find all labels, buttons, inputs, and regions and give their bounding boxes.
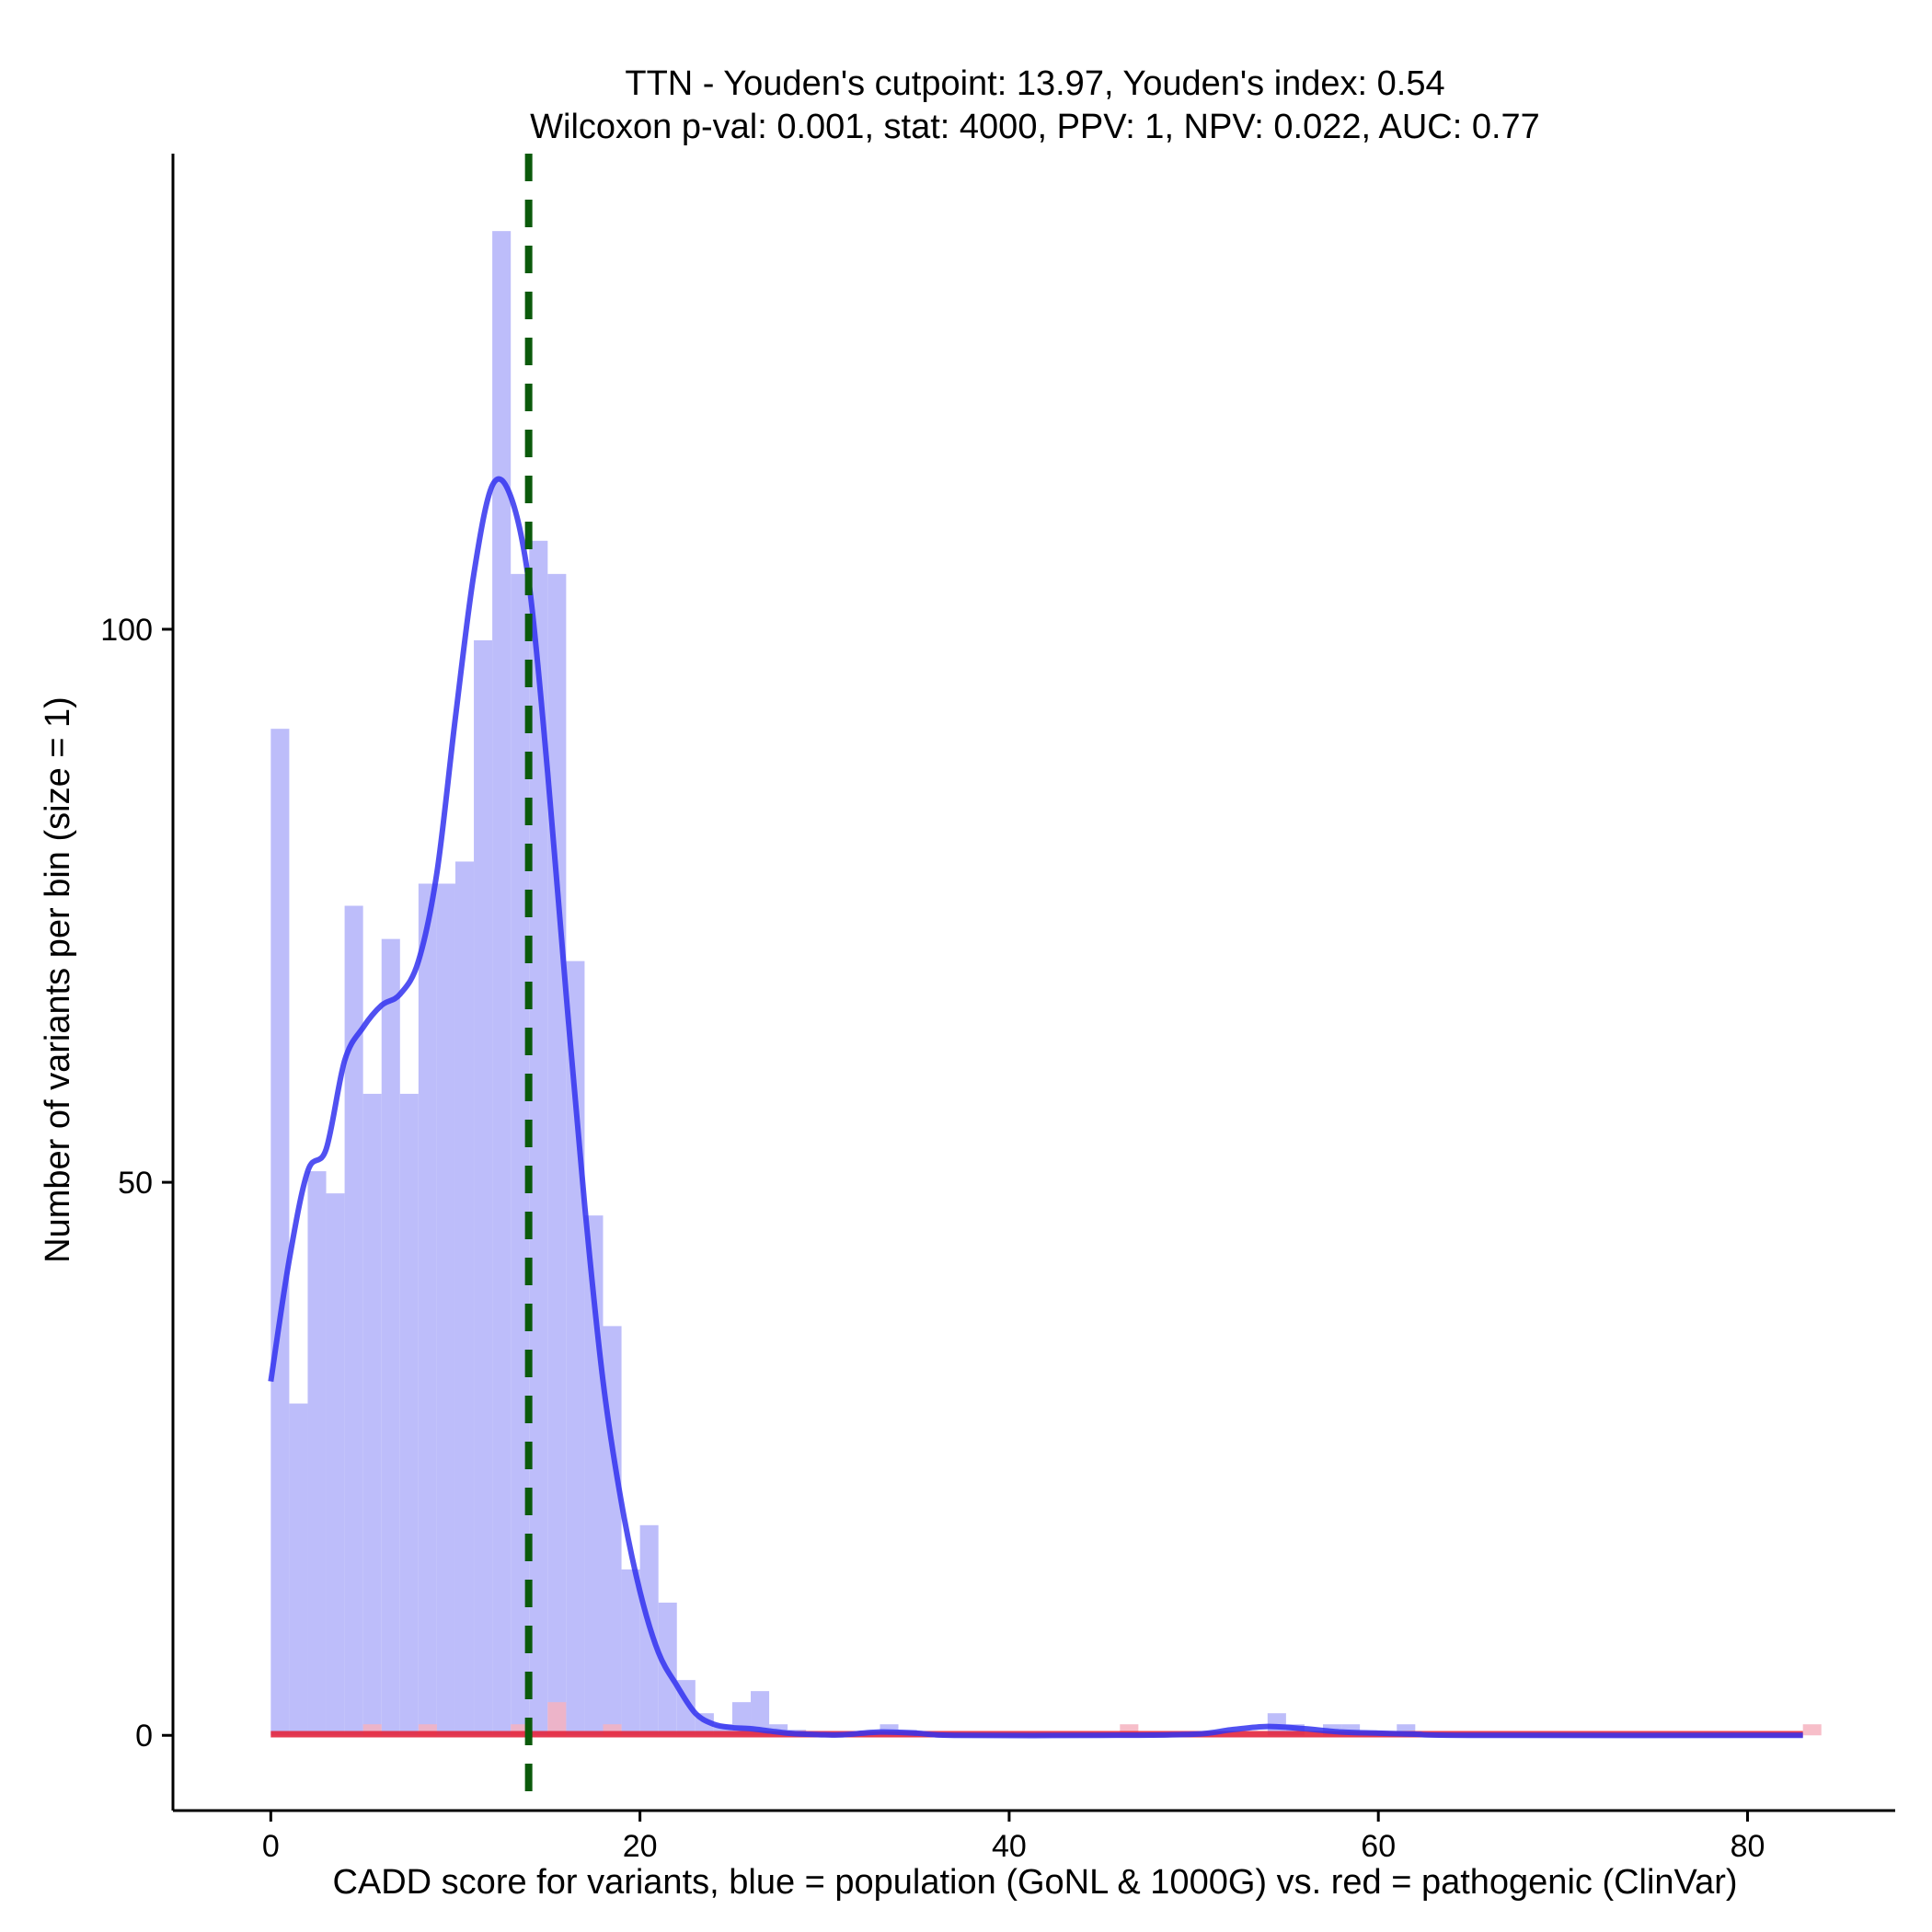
population-bar [436,883,455,1736]
population-bar [511,573,530,1736]
y-tick-label: 100 [100,613,153,648]
y-tick-label: 0 [135,1719,153,1754]
chart-title-line-2: Wilcoxon p-val: 0.001, stat: 4000, PPV: … [530,108,1540,146]
x-tick-label: 80 [1731,1829,1765,1864]
population-bar [529,540,548,1736]
population-bar [270,729,290,1736]
population-bar [547,573,567,1736]
population-bar [454,861,475,1736]
population-bar [344,905,363,1736]
population-bar [474,639,493,1736]
chart-title-line-1: TTN - Youden's cutpoint: 13.97, Youden's… [625,64,1444,103]
x-axis-ticks: 0 20 40 60 80 [262,1811,1765,1864]
x-tick-label: 20 [623,1829,658,1864]
population-bar [621,1569,640,1736]
population-bar [399,1093,419,1736]
x-tick-label: 40 [992,1829,1027,1864]
population-bar [307,1171,327,1736]
population-bar [326,1193,345,1736]
density-lines [268,154,1803,1811]
population-bar [381,938,400,1736]
pathogenic-bar [1802,1724,1822,1736]
population-bar [362,1093,382,1736]
population-bars [270,231,1416,1736]
x-tick-label: 0 [262,1829,280,1864]
population-bar [289,1403,308,1736]
pathogenic-bar [547,1702,567,1736]
y-axis-ticks: 0 50 100 [100,613,173,1754]
population-bar [418,883,437,1736]
y-tick-label: 50 [118,1166,153,1201]
y-axis-label: Number of variants per bin (size = 1) [39,696,77,1263]
population-bar [492,231,512,1736]
population-density-line [268,476,1803,1739]
x-tick-label: 60 [1361,1829,1396,1864]
population-bar [751,1691,770,1736]
x-axis-label: CADD score for variants, blue = populati… [332,1863,1737,1902]
